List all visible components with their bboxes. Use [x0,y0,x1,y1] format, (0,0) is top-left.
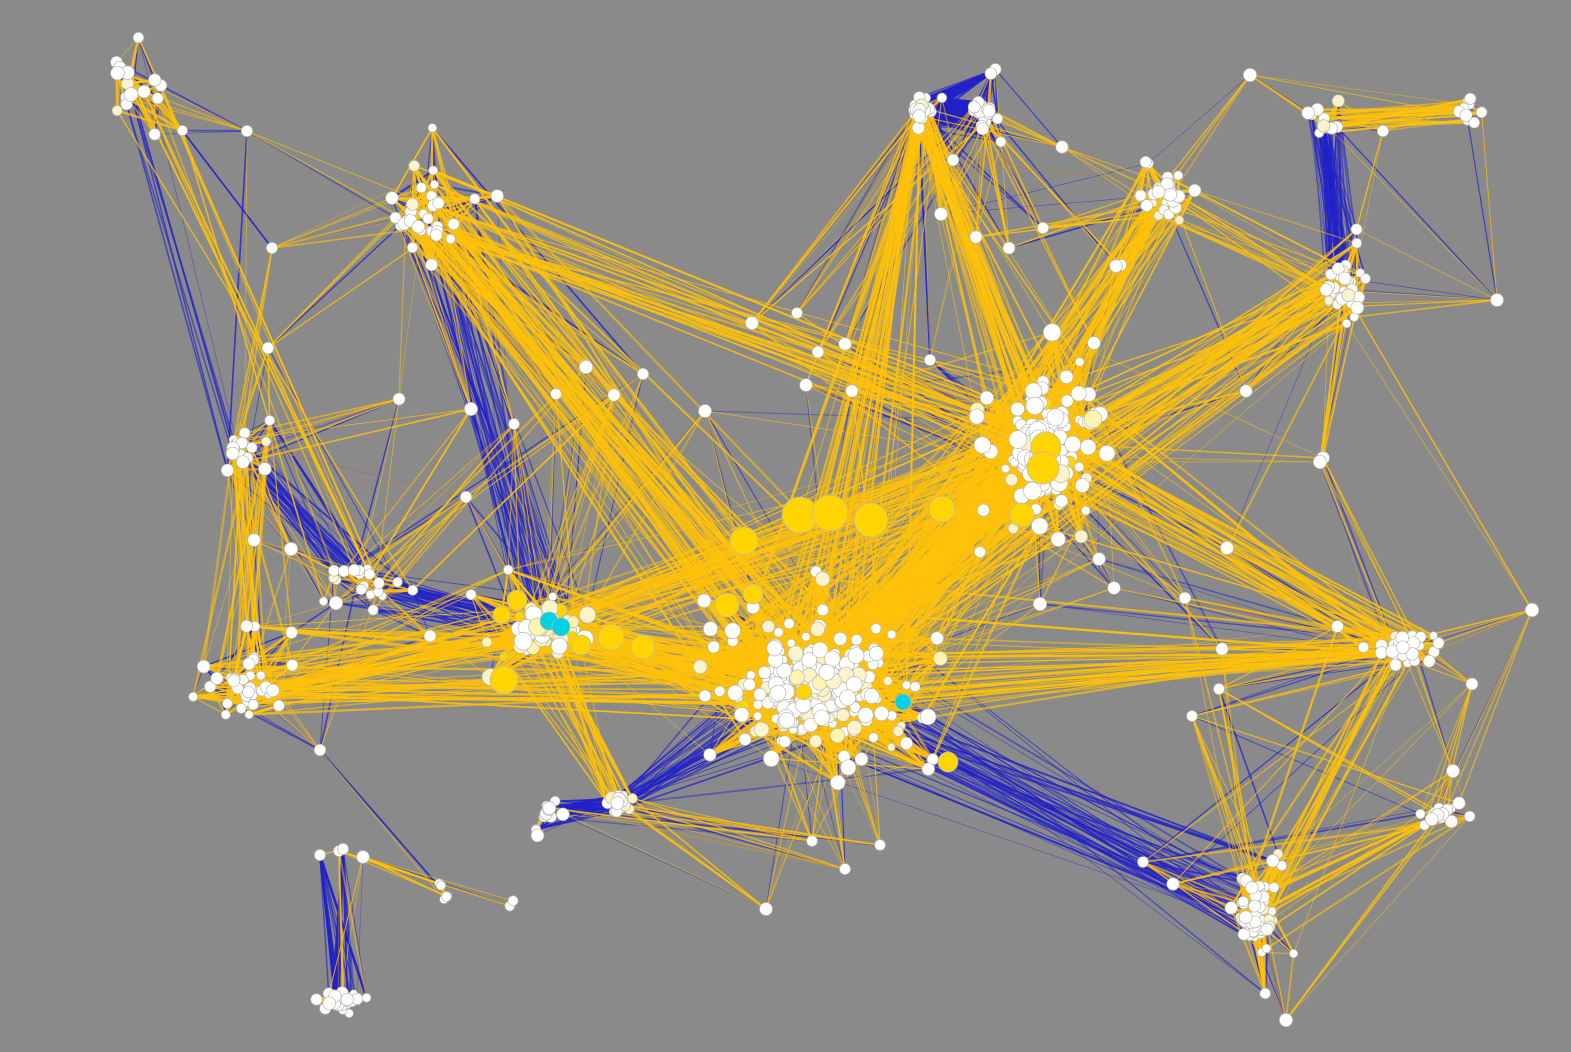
blue-edge [1226,301,1329,549]
blue-edge [952,159,1170,186]
blue-edge [412,589,431,637]
blue-edge [267,219,407,349]
blue-edge [1008,202,1166,249]
blue-edge [792,729,1254,933]
blue-edge [125,103,234,454]
blue-edge [127,83,229,471]
blue-edge [1142,636,1422,863]
blue-edge [796,109,915,314]
blue-edge [125,103,229,471]
yellow-edge [754,730,839,784]
blue-edge [1467,119,1498,301]
blue-edge [1218,688,1279,855]
blue-edge [319,854,368,999]
blue-edge [1337,100,1360,298]
blue-edge [1323,118,1330,274]
blue-edge [1142,813,1421,863]
blue-edge [994,68,1063,148]
blue-edge [771,758,1260,927]
blue-edge [990,73,1002,142]
blue-edge [543,816,813,842]
blue-edge [1344,278,1498,301]
blue-edge [891,715,1243,880]
blue-edge [917,107,931,361]
blue-edge [928,108,1010,249]
blue-edge [231,452,335,572]
blue-edge [319,854,331,1004]
blue-edge [800,730,1264,928]
blue-edge [334,848,344,997]
blue-edge [1323,118,1358,230]
blue-edge [925,68,996,99]
blue-edge [940,163,1149,215]
blue-edge [410,211,556,627]
blue-edge [182,129,248,132]
blue-edge [246,130,396,219]
yellow-edge [192,696,227,716]
blue-edge [1039,603,1414,644]
blue-edge [1147,74,1251,164]
blue-edge [116,61,248,132]
blue-edge [342,848,355,994]
blue-edge [988,110,1117,267]
blue-edge [839,638,1247,882]
yellow-edge [378,588,413,594]
blue-edge [852,655,1246,918]
blue-edge [436,226,569,620]
blue-edge [1311,114,1327,290]
blue-edge [126,83,235,441]
blue-edge [1336,126,1498,301]
blue-edge [435,235,568,620]
blue-edge [549,807,881,846]
blue-edge [838,694,1256,897]
blue-edge [513,423,550,630]
blue-edge [265,441,334,579]
blue-edge [319,749,449,897]
yellow-edge [131,92,156,135]
